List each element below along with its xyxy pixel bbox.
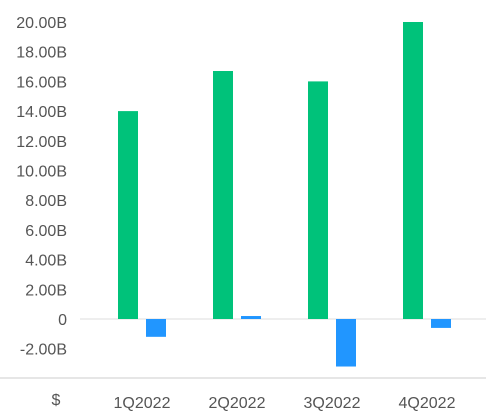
bar-series-2 — [431, 319, 451, 328]
y-tick-label: 8.00B — [25, 193, 67, 210]
y-tick-label: -2.00B — [20, 342, 67, 359]
bar-series-1 — [403, 22, 423, 319]
y-tick-label: 14.00B — [16, 104, 67, 121]
bar-series-1 — [308, 81, 328, 320]
bar-series-2 — [336, 319, 356, 367]
x-category-label: 4Q2022 — [399, 395, 456, 412]
x-category-label: 3Q2022 — [304, 395, 361, 412]
y-tick-label: 18.00B — [16, 45, 67, 62]
labels-layer: 20.00B 18.00B 16.00B 14.00B 12.00B 10.00B 8.00… — [16, 15, 455, 412]
x-category-label: 1Q2022 — [114, 395, 171, 412]
y-tick-label: 12.00B — [16, 134, 67, 151]
y-tick-label: 4.00B — [25, 253, 67, 270]
bar-series-1 — [118, 111, 138, 319]
bar-series-2 — [241, 316, 261, 319]
bars-layer — [118, 22, 451, 367]
currency-label: $ — [52, 392, 61, 409]
y-tick-label: 2.00B — [25, 282, 67, 299]
bar-series-1 — [213, 71, 233, 319]
y-tick-label: 6.00B — [25, 223, 67, 240]
axis-layer — [0, 318, 486, 379]
y-tick-label: 16.00B — [16, 74, 67, 91]
x-category-label: 2Q2022 — [209, 395, 266, 412]
bar-series-2 — [146, 319, 166, 337]
y-tick-label: 20.00B — [16, 15, 67, 32]
y-tick-label: 10.00B — [16, 164, 67, 181]
y-tick-label: 0 — [58, 312, 67, 329]
